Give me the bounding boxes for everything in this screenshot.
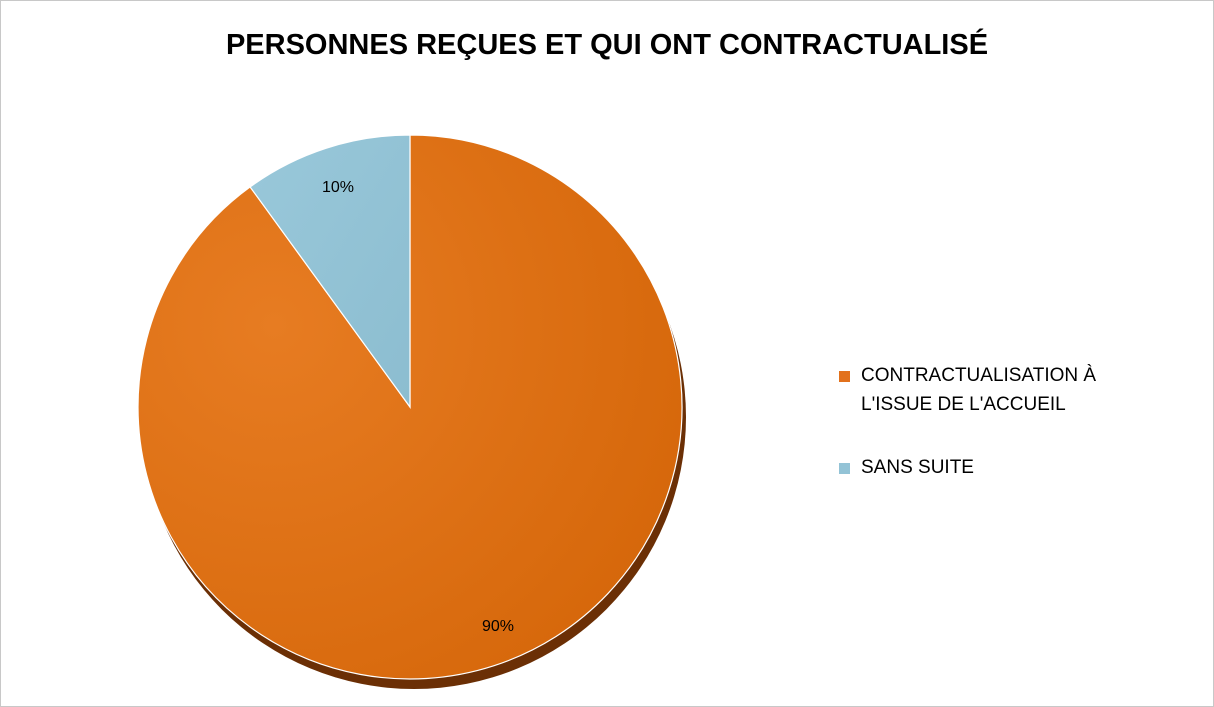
legend-swatch-blue bbox=[839, 463, 850, 474]
legend-item-sans-suite: SANS SUITE bbox=[839, 453, 1139, 482]
legend-label: CONTRACTUALISATION À L'ISSUE DE L'ACCUEI… bbox=[861, 365, 1097, 415]
data-label-90: 90% bbox=[482, 618, 514, 635]
legend: CONTRACTUALISATION À L'ISSUE DE L'ACCUEI… bbox=[839, 361, 1139, 482]
pie-slice-sans-suite bbox=[249, 134, 411, 409]
chart-title: PERSONNES REÇUES ET QUI ONT CONTRACTUALI… bbox=[225, 29, 989, 61]
legend-label: SANS SUITE bbox=[861, 457, 974, 478]
data-label-10: 10% bbox=[322, 179, 354, 196]
legend-swatch-orange bbox=[839, 371, 850, 382]
legend-item-contractualisation: CONTRACTUALISATION À L'ISSUE DE L'ACCUEI… bbox=[839, 361, 1139, 419]
